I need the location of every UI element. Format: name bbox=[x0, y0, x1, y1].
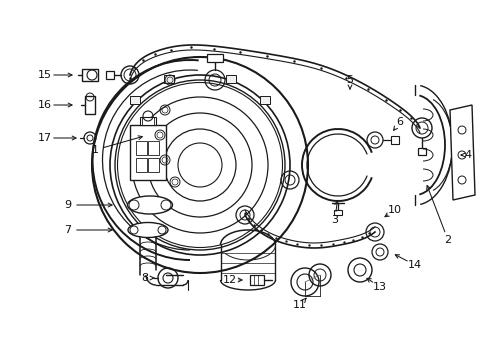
Text: 4: 4 bbox=[465, 150, 471, 160]
Text: 5: 5 bbox=[346, 75, 353, 85]
Ellipse shape bbox=[128, 222, 168, 238]
Bar bbox=[418, 148, 426, 155]
Bar bbox=[148, 158, 159, 172]
Bar bbox=[136, 141, 147, 155]
Text: 14: 14 bbox=[408, 260, 422, 270]
Polygon shape bbox=[450, 105, 475, 200]
Text: 7: 7 bbox=[65, 225, 72, 235]
Bar bbox=[164, 75, 173, 82]
Text: 6: 6 bbox=[396, 117, 403, 127]
Bar bbox=[207, 54, 223, 62]
Ellipse shape bbox=[127, 196, 172, 214]
Bar bbox=[334, 210, 342, 215]
Text: 12: 12 bbox=[223, 275, 237, 285]
Bar bbox=[391, 136, 399, 144]
Bar bbox=[106, 71, 114, 79]
Text: 13: 13 bbox=[373, 282, 387, 292]
Bar bbox=[130, 125, 166, 180]
Bar bbox=[130, 96, 140, 104]
Text: 9: 9 bbox=[65, 200, 72, 210]
Text: 8: 8 bbox=[142, 273, 148, 283]
Bar bbox=[250, 275, 264, 285]
Bar bbox=[136, 158, 147, 172]
Bar bbox=[148, 141, 159, 155]
Bar bbox=[140, 117, 156, 125]
Text: 17: 17 bbox=[38, 133, 52, 143]
Text: 2: 2 bbox=[444, 235, 452, 245]
Bar bbox=[260, 96, 270, 104]
Text: 15: 15 bbox=[38, 70, 52, 80]
Bar bbox=[226, 75, 237, 82]
Text: 10: 10 bbox=[388, 205, 402, 215]
Text: 1: 1 bbox=[92, 145, 98, 155]
Text: 3: 3 bbox=[332, 215, 339, 225]
Text: 16: 16 bbox=[38, 100, 52, 110]
Bar bbox=[82, 69, 98, 81]
Bar bbox=[85, 96, 95, 114]
Text: 11: 11 bbox=[293, 300, 307, 310]
